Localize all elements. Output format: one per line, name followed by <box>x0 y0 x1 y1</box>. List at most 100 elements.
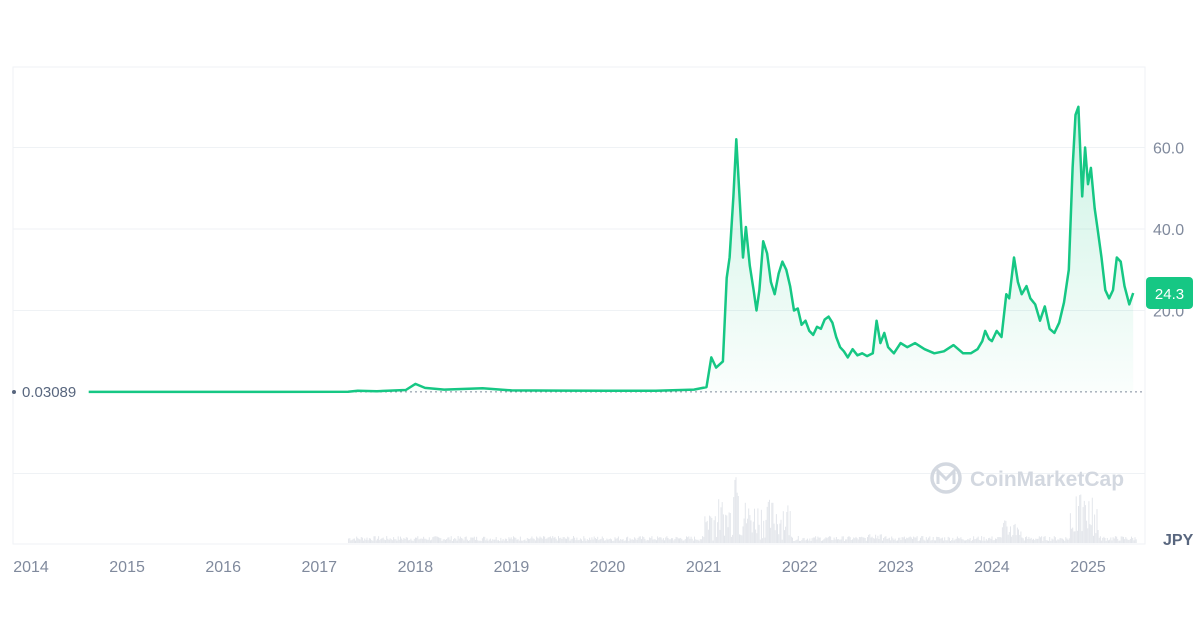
volume-bar <box>1121 536 1123 543</box>
volume-bar <box>1072 527 1074 543</box>
volume-bar <box>613 540 615 543</box>
volume-bar <box>1010 526 1011 543</box>
volume-bar <box>438 537 439 543</box>
volume-bar <box>553 537 555 543</box>
volume-bar <box>371 540 373 543</box>
volume-bar <box>722 514 724 543</box>
volume-bar <box>461 538 463 543</box>
volume-bar <box>941 537 943 543</box>
volume-bar <box>970 541 972 543</box>
volume-bar <box>636 539 638 543</box>
volume-bar <box>358 538 360 543</box>
volume-bar <box>742 526 744 543</box>
volume-bar <box>1088 501 1090 543</box>
volume-bar <box>551 538 552 543</box>
volume-bar <box>1112 537 1114 543</box>
volume-bar <box>1124 539 1126 543</box>
volume-bar <box>1033 538 1034 543</box>
volume-bar <box>782 511 784 543</box>
volume-bar <box>1006 526 1008 543</box>
volume-bar <box>1129 538 1131 543</box>
volume-bar <box>834 539 836 543</box>
x-tick-label: 2014 <box>13 559 49 576</box>
volume-bar <box>931 539 933 543</box>
volume-bar <box>856 538 858 543</box>
volume-bar <box>1042 540 1044 543</box>
volume-bar <box>793 541 795 543</box>
volume-bar <box>383 539 385 543</box>
volume-bar <box>423 536 425 543</box>
x-tick-label: 2024 <box>974 559 1010 576</box>
volume-bar <box>699 539 701 543</box>
volume-bar <box>703 536 705 543</box>
volume-bar <box>526 538 528 543</box>
volume-bar <box>1037 538 1039 543</box>
volume-bar <box>697 539 699 543</box>
volume-bar <box>441 540 443 543</box>
volume-bar <box>1049 537 1051 543</box>
volume-bar <box>1053 536 1055 543</box>
x-tick-label: 2018 <box>398 559 434 576</box>
volume-bar <box>454 538 456 543</box>
volume-bar <box>1036 539 1038 543</box>
volume-bar <box>816 539 818 543</box>
volume-bar <box>410 538 412 543</box>
volume-bar <box>843 541 845 543</box>
volume-bar <box>946 540 948 543</box>
volume-bar <box>938 537 940 543</box>
volume-bar <box>933 540 935 543</box>
volume-bar <box>1109 539 1111 543</box>
volume-bar <box>862 537 864 543</box>
baseline-dot <box>12 390 16 394</box>
volume-bar <box>466 539 468 543</box>
volume-bar <box>735 477 737 543</box>
volume-bar <box>563 537 565 543</box>
volume-bar <box>1096 509 1098 543</box>
volume-bar <box>587 540 589 543</box>
volume-bar <box>395 539 397 543</box>
volume-bar <box>720 507 722 543</box>
volume-bar <box>478 540 480 543</box>
volume-bar <box>424 538 426 543</box>
volume-bar <box>468 540 469 543</box>
volume-bar <box>828 536 830 543</box>
volume-bar <box>421 538 423 543</box>
volume-bar <box>496 540 498 543</box>
volume-bar <box>357 538 359 543</box>
volume-bar <box>602 538 604 543</box>
volume-bar <box>366 537 368 543</box>
volume-bar <box>1126 538 1128 543</box>
volume-bar <box>375 540 377 543</box>
volume-bar <box>752 521 754 543</box>
volume-bar <box>448 537 450 543</box>
volume-bar <box>431 539 433 543</box>
volume-bar <box>397 536 399 543</box>
volume-bar <box>706 520 708 543</box>
volume-bar <box>1054 537 1056 543</box>
volume-bar <box>1029 538 1031 543</box>
x-tick-label: 2016 <box>205 559 241 576</box>
volume-bar <box>562 537 564 543</box>
volume-bar <box>1074 531 1076 543</box>
volume-bar <box>531 536 533 543</box>
volume-bar <box>779 523 781 543</box>
volume-bar <box>867 537 868 543</box>
x-tick-label: 2023 <box>878 559 914 576</box>
volume-bar <box>694 536 695 543</box>
volume-bar <box>456 540 458 543</box>
volume-bar <box>646 539 648 543</box>
volume-bar <box>1076 530 1078 543</box>
price-series-line[interactable] <box>88 105 1135 394</box>
volume-bar <box>728 512 730 543</box>
volume-bar <box>380 538 382 543</box>
volume-bar <box>905 539 906 543</box>
volume-bar <box>1102 537 1104 543</box>
price-area-fill <box>88 106 1134 392</box>
volume-bar <box>645 540 647 543</box>
volume-bar <box>463 540 465 543</box>
volume-bar <box>809 538 811 543</box>
volume-bar <box>730 536 732 543</box>
volume-bar <box>991 536 993 543</box>
volume-bar <box>1082 507 1084 543</box>
